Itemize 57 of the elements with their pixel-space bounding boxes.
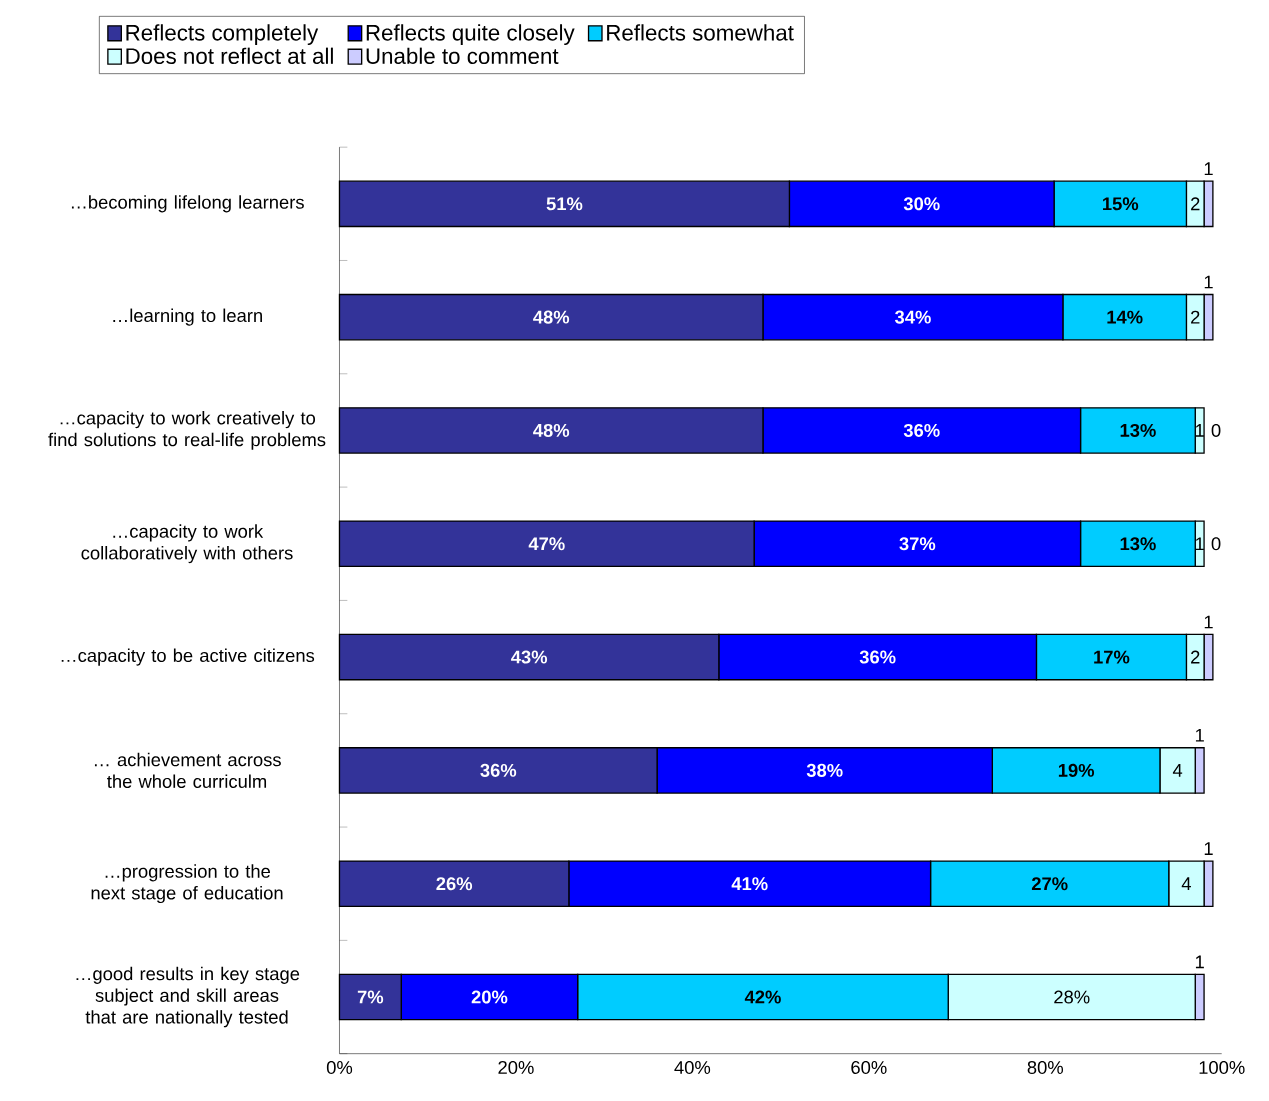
- data-label: 41%: [731, 877, 768, 891]
- data-label: 51%: [546, 197, 583, 211]
- data-label: 1: [1195, 728, 1204, 742]
- data-label: 0: [1211, 423, 1221, 437]
- x-tick-label: 20%: [498, 1060, 534, 1074]
- data-label: 1: [1204, 275, 1213, 289]
- legend-label: Reflects quite closely: [366, 24, 575, 46]
- data-label: 2: [1191, 650, 1200, 664]
- data-label: 1: [1195, 955, 1204, 969]
- y-tick-label: …learning to learn: [113, 308, 262, 326]
- data-label: 1: [1204, 615, 1213, 629]
- x-tick-label: 60%: [851, 1060, 887, 1074]
- data-label: 30%: [903, 197, 940, 211]
- legend-label: Does not reflect at all: [126, 47, 333, 65]
- x-tick-label: 80%: [1027, 1060, 1064, 1074]
- data-label: 36%: [480, 763, 517, 777]
- y-tick-label: …good results in key stage subject and skill areas that are nationally tested: [76, 966, 300, 1028]
- data-label: 15%: [1103, 197, 1139, 211]
- y-tick-label: …progression to the next stage of education: [91, 864, 283, 904]
- data-label: 13%: [1120, 537, 1156, 551]
- data-label: 2: [1191, 310, 1200, 324]
- data-label: 36%: [859, 650, 896, 664]
- data-label: 26%: [436, 877, 473, 891]
- x-tick-label: 100%: [1199, 1060, 1245, 1074]
- y-tick-label: …capacity to work collaboratively with others: [81, 524, 293, 564]
- data-label: 28%: [1054, 990, 1090, 1004]
- x-tick-label: 0%: [326, 1060, 353, 1074]
- y-tick-label: … achievement across the whole curriculm: [94, 752, 281, 789]
- data-label: 36%: [903, 423, 940, 437]
- y-tick-label: …becoming lifelong learners: [71, 195, 304, 213]
- data-label: 48%: [533, 423, 570, 437]
- data-label: 4: [1172, 764, 1183, 777]
- data-label: 42%: [744, 990, 781, 1004]
- data-label: 48%: [533, 310, 570, 324]
- legend-label: Unable to comment: [366, 47, 559, 65]
- y-tick-label: …capacity to be active citizens: [61, 648, 315, 666]
- data-label: 34%: [894, 310, 931, 324]
- data-label: 20%: [471, 990, 508, 1004]
- data-label: 27%: [1031, 877, 1068, 891]
- data-label: 43%: [511, 650, 548, 664]
- data-label: 38%: [806, 763, 843, 777]
- data-label: 4: [1181, 877, 1191, 891]
- legend-label: Reflects somewhat: [607, 24, 794, 41]
- x-tick-label: 40%: [674, 1060, 711, 1074]
- data-label: 1: [1204, 842, 1213, 855]
- y-tick-label: …capacity to work creatively to find solutions to real-life problems: [48, 411, 326, 450]
- data-label: 47%: [528, 537, 565, 551]
- data-label: 19%: [1058, 763, 1095, 777]
- data-label: 13%: [1120, 423, 1156, 437]
- data-label: 37%: [899, 537, 936, 551]
- data-label: 1: [1204, 162, 1213, 176]
- data-label: 0: [1211, 537, 1221, 551]
- data-label: 2: [1191, 197, 1200, 211]
- data-label: 17%: [1094, 650, 1130, 664]
- legend-label: Reflects completely: [126, 24, 319, 46]
- data-label: 14%: [1107, 310, 1143, 324]
- data-label: 7%: [357, 990, 384, 1004]
